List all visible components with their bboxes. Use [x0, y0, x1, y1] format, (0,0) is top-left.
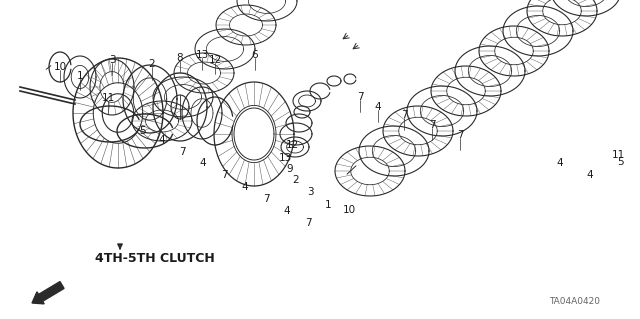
Text: 4: 4 — [159, 135, 165, 145]
Text: 7: 7 — [401, 110, 407, 120]
Text: 4: 4 — [374, 102, 381, 112]
Text: 2: 2 — [148, 59, 156, 69]
Text: FR.: FR. — [40, 273, 60, 283]
Text: 13: 13 — [278, 153, 292, 163]
Text: 7: 7 — [179, 147, 186, 157]
Text: 13: 13 — [195, 50, 209, 60]
Text: 7: 7 — [356, 92, 364, 102]
Text: 7: 7 — [221, 170, 227, 180]
Text: 11: 11 — [101, 93, 115, 103]
Text: 5: 5 — [617, 157, 623, 167]
Text: 8: 8 — [177, 53, 183, 63]
Text: 1: 1 — [324, 200, 332, 210]
Text: 3: 3 — [109, 55, 115, 65]
Text: 5: 5 — [139, 126, 145, 136]
Text: 12: 12 — [209, 55, 221, 65]
Text: 4: 4 — [587, 170, 593, 180]
Text: 6: 6 — [252, 50, 259, 60]
Text: 4: 4 — [242, 182, 248, 192]
Text: 4TH-5TH CLUTCH: 4TH-5TH CLUTCH — [95, 251, 215, 264]
Text: 2: 2 — [292, 175, 300, 185]
Text: 4: 4 — [284, 206, 291, 216]
Text: 9: 9 — [287, 164, 293, 174]
Text: 4: 4 — [200, 158, 206, 168]
Text: 10: 10 — [53, 62, 67, 72]
Text: 12: 12 — [285, 140, 299, 150]
Text: 4: 4 — [557, 158, 563, 168]
Text: 7: 7 — [305, 218, 311, 228]
Text: 1: 1 — [77, 71, 83, 81]
Text: 3: 3 — [307, 187, 314, 197]
Text: 7: 7 — [429, 120, 435, 130]
Text: TA04A0420: TA04A0420 — [550, 298, 600, 307]
Text: 11: 11 — [611, 150, 625, 160]
Text: 7: 7 — [457, 130, 463, 140]
Text: 10: 10 — [342, 205, 356, 215]
FancyArrow shape — [32, 282, 64, 304]
Text: 7: 7 — [262, 194, 269, 204]
